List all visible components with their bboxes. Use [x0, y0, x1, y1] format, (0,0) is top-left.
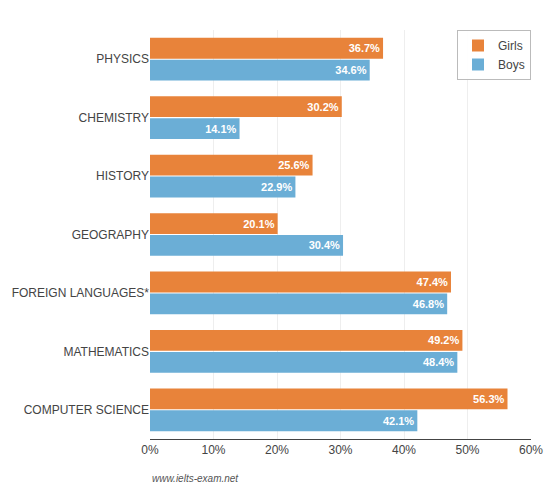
svg-text:GEOGRAPHY: GEOGRAPHY — [72, 228, 149, 242]
svg-text:56.3%: 56.3% — [473, 393, 504, 405]
svg-text:50%: 50% — [455, 443, 479, 457]
svg-text:HISTORY: HISTORY — [96, 169, 149, 183]
svg-text:Boys: Boys — [498, 58, 525, 72]
svg-text:14.1%: 14.1% — [205, 123, 236, 135]
svg-text:22.9%: 22.9% — [261, 181, 292, 193]
svg-text:25.6%: 25.6% — [278, 159, 309, 171]
svg-text:36.7%: 36.7% — [349, 42, 380, 54]
svg-text:30.2%: 30.2% — [307, 101, 338, 113]
svg-text:0%: 0% — [141, 443, 159, 457]
svg-text:47.4%: 47.4% — [417, 276, 448, 288]
svg-text:PHYSICS: PHYSICS — [96, 52, 149, 66]
svg-text:20.1%: 20.1% — [243, 218, 274, 230]
svg-text:10%: 10% — [201, 443, 225, 457]
svg-text:30.4%: 30.4% — [309, 239, 340, 251]
svg-text:Girls: Girls — [498, 39, 523, 53]
svg-text:FOREIGN LANGUAGES*: FOREIGN LANGUAGES* — [12, 286, 150, 300]
svg-text:42.1%: 42.1% — [383, 415, 414, 427]
svg-text:COMPUTER SCIENCE: COMPUTER SCIENCE — [24, 403, 149, 417]
svg-text:46.8%: 46.8% — [413, 298, 444, 310]
svg-text:www.ielts-exam.net: www.ielts-exam.net — [152, 473, 239, 484]
svg-text:48.4%: 48.4% — [423, 356, 454, 368]
svg-text:60%: 60% — [519, 443, 543, 457]
svg-text:30%: 30% — [328, 443, 352, 457]
svg-text:MATHEMATICS: MATHEMATICS — [63, 345, 149, 359]
svg-text:20%: 20% — [265, 443, 289, 457]
svg-text:34.6%: 34.6% — [335, 64, 366, 76]
svg-text:40%: 40% — [392, 443, 416, 457]
svg-text:CHEMISTRY: CHEMISTRY — [79, 111, 149, 125]
svg-text:49.2%: 49.2% — [428, 334, 459, 346]
